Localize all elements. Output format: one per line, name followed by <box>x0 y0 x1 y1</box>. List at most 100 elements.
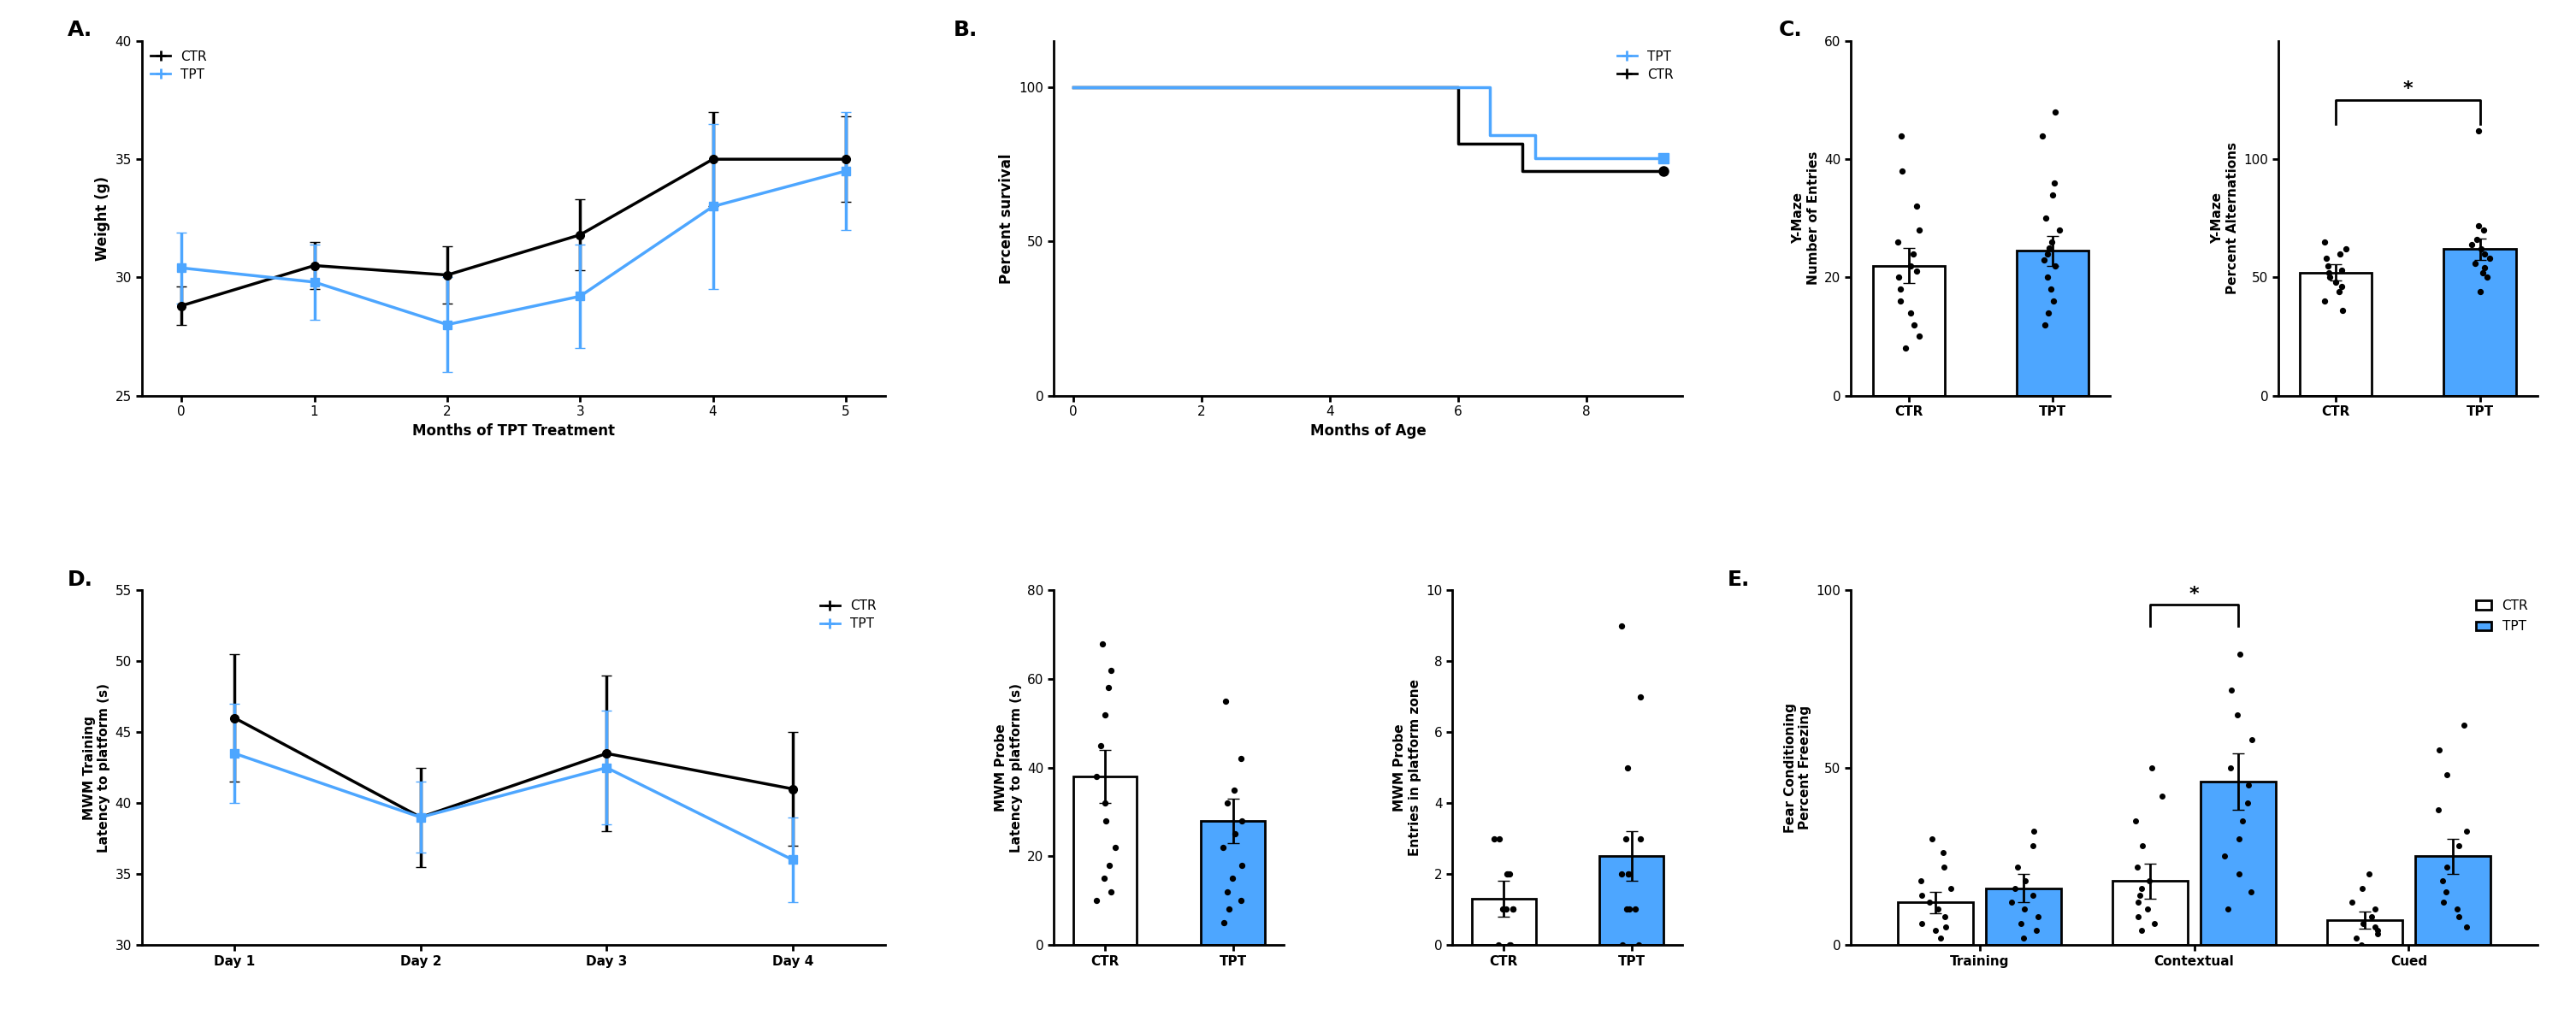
Point <box>2427 859 2468 875</box>
Point <box>1090 883 1131 900</box>
Point <box>1208 901 1249 917</box>
Point <box>2349 908 2391 924</box>
Point <box>1077 768 1118 785</box>
Bar <box>2416 857 2491 945</box>
Point <box>2017 908 2058 924</box>
Text: *: * <box>2403 81 2414 98</box>
TPT <box>1473 81 1504 93</box>
Point <box>2442 717 2483 733</box>
Point <box>1924 859 1965 875</box>
Point <box>2117 908 2159 924</box>
Point <box>1600 866 1641 882</box>
Point <box>2221 812 2262 829</box>
Point <box>1615 901 1656 917</box>
Bar <box>2112 881 2187 945</box>
Point <box>1221 857 1262 873</box>
Point <box>2468 251 2509 267</box>
Point <box>2316 274 2357 291</box>
Point <box>1203 914 1244 930</box>
Point <box>1605 830 1646 846</box>
Point <box>2012 887 2053 904</box>
Point <box>1221 751 1262 767</box>
Point <box>1607 866 1649 882</box>
Y-axis label: Y-Maze
Number of Entries: Y-Maze Number of Entries <box>1793 151 1819 286</box>
CTR <box>1443 81 1473 93</box>
Point <box>2022 127 2063 144</box>
Point <box>1087 680 1128 696</box>
Point <box>2120 880 2161 897</box>
Point <box>1878 234 1919 251</box>
Point <box>2027 305 2069 321</box>
Point <box>2210 682 2251 698</box>
Point <box>2455 255 2496 271</box>
Point <box>1880 293 1922 309</box>
CTR <box>1507 165 1538 178</box>
TPT <box>1473 128 1504 141</box>
Point <box>1206 795 1247 811</box>
Point <box>1996 859 2038 875</box>
Point <box>1605 901 1646 917</box>
Point <box>2427 766 2468 783</box>
Point <box>1221 812 1262 829</box>
X-axis label: Months of Age: Months of Age <box>1311 423 1427 439</box>
X-axis label: Months of TPT Treatment: Months of TPT Treatment <box>412 423 616 439</box>
Line: TPT: TPT <box>1074 87 1664 158</box>
Point <box>2117 895 2159 911</box>
Point <box>2439 908 2481 924</box>
Point <box>2306 293 2347 309</box>
Point <box>1896 198 1937 215</box>
Point <box>1084 812 1126 829</box>
Point <box>2035 258 2076 274</box>
Point <box>1618 937 1659 953</box>
Bar <box>2200 782 2275 945</box>
Text: A.: A. <box>67 20 93 40</box>
Point <box>1914 922 1955 939</box>
Point <box>2321 262 2362 278</box>
Point <box>1095 839 1136 855</box>
Point <box>1893 245 1935 262</box>
Point <box>2336 929 2378 946</box>
CTR <box>1443 138 1473 150</box>
Point <box>1206 693 1247 710</box>
TPT <box>1059 81 1090 93</box>
Text: B.: B. <box>953 20 976 40</box>
Point <box>2321 302 2362 318</box>
Point <box>1213 782 1255 798</box>
Point <box>1084 795 1126 811</box>
Bar <box>1471 899 1535 945</box>
Point <box>1473 830 1515 846</box>
Point <box>1090 857 1131 873</box>
Bar <box>2300 272 2372 395</box>
Point <box>1901 887 1942 904</box>
Point <box>2445 824 2486 840</box>
Point <box>2030 234 2071 251</box>
Point <box>2231 731 2272 748</box>
Point <box>1901 873 1942 889</box>
Point <box>2032 293 2074 309</box>
Point <box>1090 662 1131 679</box>
Text: C.: C. <box>1777 20 1803 40</box>
Point <box>2458 122 2499 139</box>
Y-axis label: MWM Probe
Latency to platform (s): MWM Probe Latency to platform (s) <box>994 683 1023 852</box>
Point <box>2128 901 2169 917</box>
Point <box>2465 260 2506 276</box>
Point <box>2228 777 2269 794</box>
TPT <box>1520 128 1551 141</box>
Point <box>1492 901 1533 917</box>
Point <box>2354 901 2396 917</box>
Bar <box>2326 920 2403 945</box>
Point <box>2218 830 2259 846</box>
Point <box>1911 830 1953 846</box>
Point <box>2130 759 2172 775</box>
Point <box>1077 892 1118 909</box>
Point <box>2463 264 2504 280</box>
Point <box>2004 901 2045 917</box>
Point <box>2308 264 2349 280</box>
Point <box>1079 737 1121 754</box>
Point <box>2215 707 2257 723</box>
Point <box>1486 901 1528 917</box>
Point <box>1929 880 1971 897</box>
Point <box>2437 901 2478 917</box>
Y-axis label: MWM Training
Latency to platform (s): MWM Training Latency to platform (s) <box>82 683 111 852</box>
CTR <box>1649 165 1680 178</box>
